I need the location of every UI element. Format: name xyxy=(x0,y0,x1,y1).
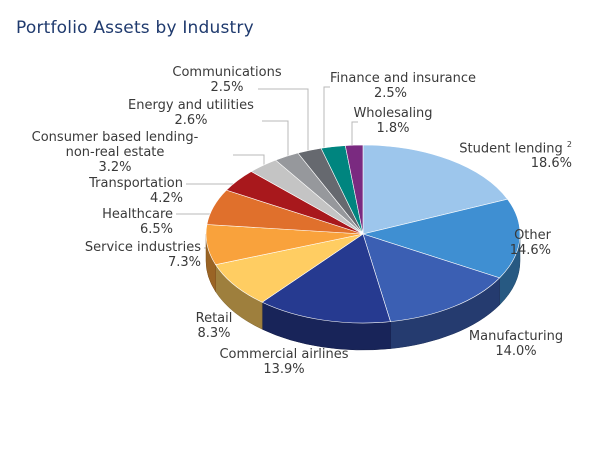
pie-slice-wholesaling xyxy=(344,144,364,235)
label-communications: Communications 2.5% xyxy=(172,65,282,95)
label-service-industries: Service industries 7.3% xyxy=(84,240,201,270)
label-student-lending: Student lending 2 18.6% xyxy=(459,140,572,172)
leader-finance xyxy=(323,86,330,150)
leader-wholesaling xyxy=(351,121,358,148)
label-manufacturing: Manufacturing 14.0% xyxy=(468,329,564,359)
pie-slice-other xyxy=(361,198,521,279)
leader-communications xyxy=(258,88,309,152)
label-transportation: Transportation 4.2% xyxy=(89,176,183,206)
pie-slice-manufacturing xyxy=(362,233,501,322)
pie-slice-student-lending xyxy=(362,144,508,235)
label-other: Other 14.6% xyxy=(509,228,551,258)
label-energy-utilities: Energy and utilities 2.6% xyxy=(128,98,254,128)
label-finance-insurance: Finance and insurance 2.5% xyxy=(330,71,477,101)
label-healthcare: Healthcare 6.5% xyxy=(102,207,173,237)
label-retail: Retail 8.3% xyxy=(195,311,233,341)
label-commercial-airlines: Commercial airlines 13.9% xyxy=(219,347,349,377)
pie-slice-commercial-airlines xyxy=(261,233,391,324)
label-consumer-lending: Consumer based lending-non-real estate 3.… xyxy=(31,130,199,175)
leader-lines xyxy=(176,86,358,249)
leader-energy xyxy=(262,120,289,157)
label-wholesaling: Wholesaling 1.8% xyxy=(353,106,433,136)
chart-title: Portfolio Assets by Industry xyxy=(16,18,254,38)
